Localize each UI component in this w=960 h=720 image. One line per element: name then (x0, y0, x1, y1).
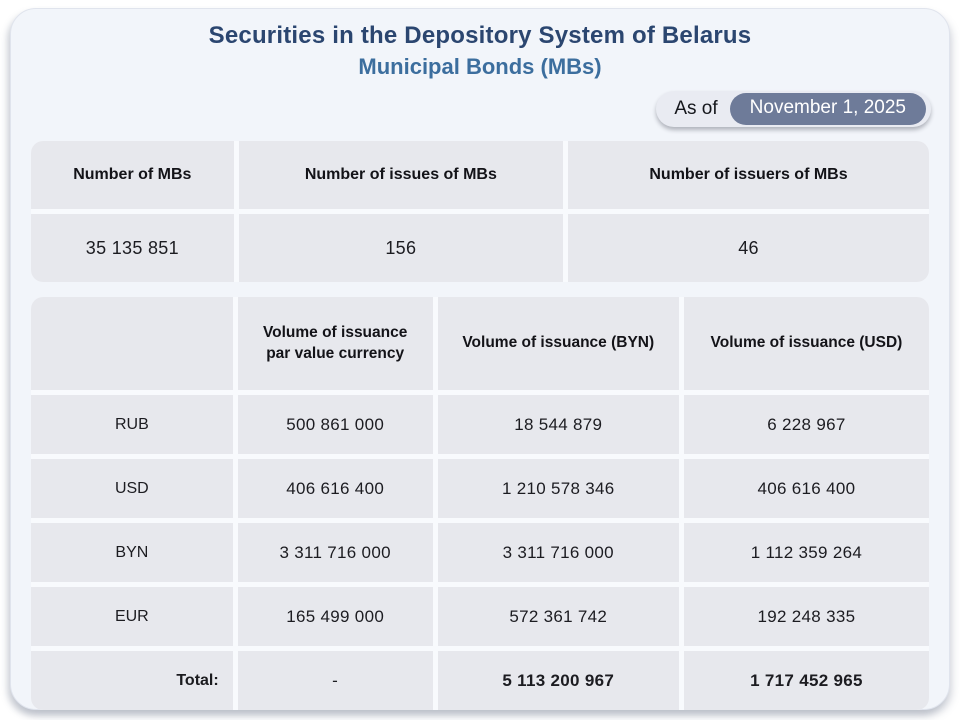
volume-header-par-value: Volume of issuance par value currency (237, 297, 433, 390)
volume-value-eur-par: 165 499 000 (237, 587, 433, 646)
total-value-usd: 1 717 452 965 (683, 651, 929, 710)
volume-value-rub-par: 500 861 000 (237, 395, 433, 454)
summary-header-number-of-issuers: Number of issuers of MBs (568, 141, 929, 209)
summary-header-number-of-mbs: Number of MBs (31, 141, 234, 209)
page-title: Securities in the Depository System of B… (208, 22, 752, 49)
volume-header-byn: Volume of issuance (BYN) (437, 297, 679, 390)
as-of-date-button[interactable]: November 1, 2025 (729, 93, 926, 125)
infographic-card: Securities in the Depository System of B… (10, 8, 950, 710)
volume-table: Volume of issuance par value currency Vo… (31, 297, 929, 710)
volume-value-byn-byn: 3 311 716 000 (437, 523, 679, 582)
total-value-byn: 5 113 200 967 (437, 651, 679, 710)
volume-value-usd-par: 406 616 400 (237, 459, 433, 518)
page-subtitle: Municipal Bonds (MBs) (358, 54, 602, 79)
volume-value-rub-byn: 18 544 879 (437, 395, 679, 454)
total-label: Total: (31, 651, 233, 710)
summary-value-number-of-issuers: 46 (568, 214, 929, 282)
as-of-control: As of November 1, 2025 (656, 91, 931, 127)
currency-cell-byn: BYN (31, 523, 233, 582)
summary-header-number-of-issues: Number of issues of MBs (238, 141, 563, 209)
currency-cell-usd: USD (31, 459, 233, 518)
volume-header-usd: Volume of issuance (USD) (683, 297, 929, 390)
volume-value-eur-usd: 192 248 335 (683, 587, 929, 646)
summary-value-number-of-mbs: 35 135 851 (31, 214, 234, 282)
total-par-value-dash: - (237, 651, 433, 710)
currency-cell-eur: EUR (31, 587, 233, 646)
currency-cell-rub: RUB (31, 395, 233, 454)
as-of-label: As of (674, 98, 718, 119)
volume-value-usd-usd: 406 616 400 (683, 459, 929, 518)
volume-value-usd-byn: 1 210 578 346 (437, 459, 679, 518)
volume-header-empty (31, 297, 233, 390)
volume-value-byn-usd: 1 112 359 264 (683, 523, 929, 582)
volume-value-rub-usd: 6 228 967 (683, 395, 929, 454)
volume-value-eur-byn: 572 361 742 (437, 587, 679, 646)
summary-value-number-of-issues: 156 (238, 214, 563, 282)
volume-value-byn-par: 3 311 716 000 (237, 523, 433, 582)
summary-table: Number of MBs Number of issues of MBs Nu… (31, 141, 929, 282)
as-of-row: As of November 1, 2025 (11, 91, 949, 127)
